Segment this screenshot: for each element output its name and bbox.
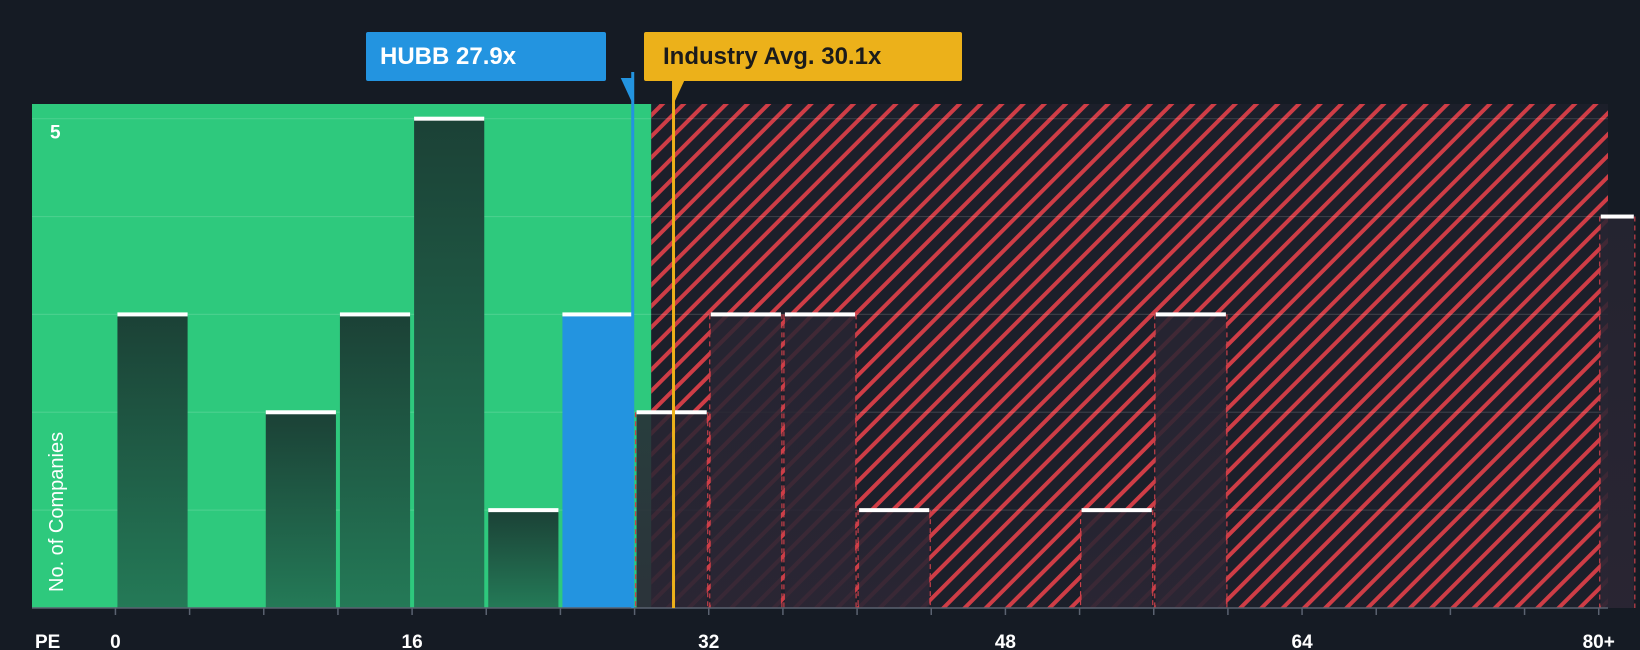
y-axis-label: No. of Companies: [46, 432, 68, 592]
bar-cap: [710, 312, 781, 317]
bar-cap: [636, 410, 707, 415]
histogram-bar: [414, 118, 485, 608]
industry-avg-callout: Industry Avg. 30.1x: [644, 32, 962, 81]
bar-cap: [117, 312, 188, 317]
histogram-bar: [710, 314, 781, 608]
histogram-bar-company: [562, 314, 633, 608]
bar-cap: [1155, 312, 1226, 317]
y-tick-label: 5: [50, 123, 61, 144]
company-callout-pointer: [620, 78, 633, 104]
company-pe-callout: HUBB 27.9x: [366, 32, 606, 81]
histogram-bar: [859, 510, 930, 608]
bar-cap: [562, 312, 633, 317]
bar-cap: [859, 508, 930, 513]
x-axis-ticks: 0 16 32 48 64 80+: [110, 608, 1615, 650]
x-tick-label: 80+: [1583, 632, 1615, 650]
industry-callout-pointer: [673, 78, 686, 104]
histogram-bars: [117, 116, 1636, 608]
x-tick-label: 16: [402, 632, 423, 650]
histogram-bar: [339, 314, 411, 608]
histogram-bar: [636, 412, 707, 608]
x-axis-label: PE: [35, 632, 60, 650]
histogram-bar: [265, 412, 336, 608]
bar-cap: [1081, 508, 1152, 513]
histogram-bar: [1600, 216, 1634, 608]
x-tick-label: 32: [698, 632, 719, 650]
bar-cap: [784, 312, 856, 317]
histogram-bar: [784, 314, 856, 608]
bar-cap: [488, 508, 559, 513]
bar-cap: [339, 312, 411, 317]
x-tick-label: 64: [1292, 632, 1314, 650]
bar-cap: [414, 116, 485, 121]
x-tick-label: 48: [995, 632, 1016, 650]
histogram-bar: [1081, 510, 1152, 608]
histogram-bar: [488, 510, 559, 608]
bar-cap: [265, 410, 336, 415]
bar-cap: [1600, 214, 1634, 219]
histogram-bar: [1155, 314, 1226, 608]
histogram-bar: [117, 314, 188, 608]
x-tick-label: 0: [110, 632, 121, 650]
